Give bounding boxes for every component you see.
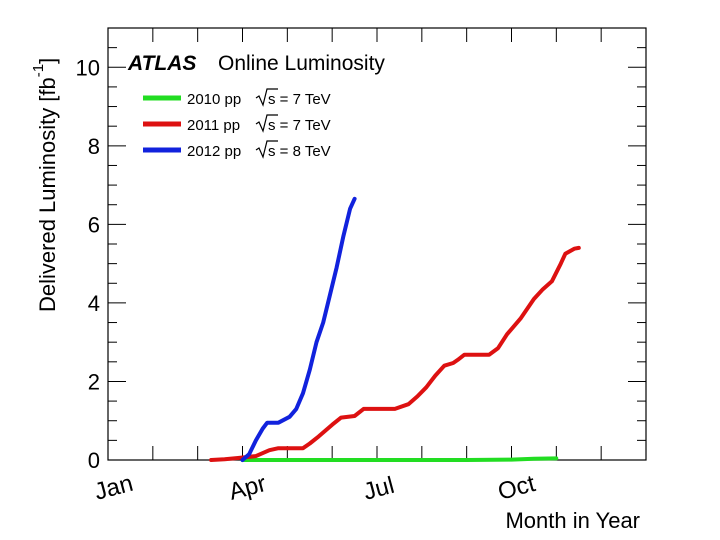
month-label: Oct (495, 470, 538, 506)
legend-prefix: 2012 pp (187, 143, 241, 160)
y-axis-title-suffix: ] (35, 58, 60, 64)
y-axis-ticks (108, 27, 646, 461)
legend-prefix: 2011 pp (187, 117, 240, 134)
y-tick-label: 0 (88, 448, 100, 473)
legend: 2010 pp s = 7 TeV 2011 pp s = 7 TeV 2012 pp s… (143, 88, 331, 160)
atlas-label: ATLAS (127, 52, 196, 75)
legend-suffix: s = 7 TeV (268, 91, 331, 108)
y-tick-label: 4 (88, 291, 100, 316)
sqrt-icon (255, 114, 278, 133)
data-series (209, 196, 581, 462)
month-label: Jan (92, 470, 136, 506)
y-tick-label: 10 (76, 55, 100, 80)
legend-entry-2011: 2011 pp s = 7 TeV (187, 114, 331, 134)
chart-title: Online Luminosity (218, 52, 385, 75)
series-line-2010 (240, 456, 559, 462)
y-tick-label: 2 (88, 369, 100, 394)
legend-entry-2010: 2010 pp s = 7 TeV (187, 88, 331, 108)
legend-prefix: 2010 pp (187, 91, 241, 108)
month-label: Jul (361, 472, 398, 506)
series-line-2012 (240, 196, 357, 462)
sqrt-icon (255, 140, 278, 159)
x-axis-title: Month in Year (505, 508, 640, 533)
x-axis-month-labels: Jan Apr Jul Oct (92, 470, 539, 506)
legend-suffix: s = 7 TeV (268, 117, 331, 134)
y-axis-tick-labels: 0 2 4 6 8 10 (76, 55, 100, 473)
series-line-2011 (209, 245, 581, 462)
sqrt-icon (255, 88, 278, 107)
legend-entry-2012: 2012 pp s = 8 TeV (187, 140, 331, 160)
y-axis-title-exponent: -1 (30, 64, 47, 77)
y-axis-title: Delivered Luminosity [fb-1] (30, 58, 60, 312)
y-tick-label: 8 (88, 134, 100, 159)
legend-suffix: s = 8 TeV (268, 143, 331, 160)
x-axis-ticks (152, 28, 602, 460)
y-axis-title-main: Delivered Luminosity [fb (35, 77, 60, 312)
y-tick-label: 6 (88, 212, 100, 237)
month-label: Apr (226, 470, 269, 506)
